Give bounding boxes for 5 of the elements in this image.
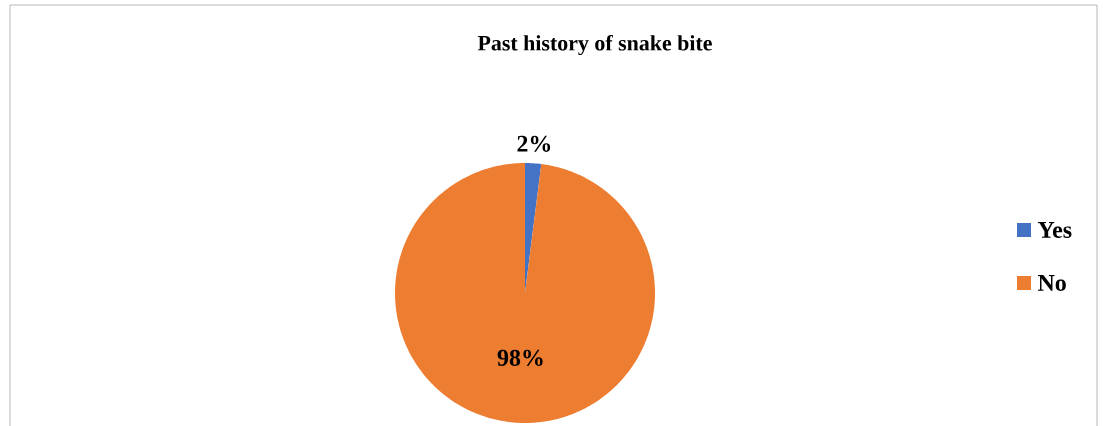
- legend-label: No: [1037, 275, 1066, 291]
- legend-label: Yes: [1037, 222, 1072, 238]
- data-label: 98%: [497, 349, 543, 366]
- data-label: 2%: [517, 135, 551, 152]
- chart-title: Past history of snake bite: [477, 34, 712, 56]
